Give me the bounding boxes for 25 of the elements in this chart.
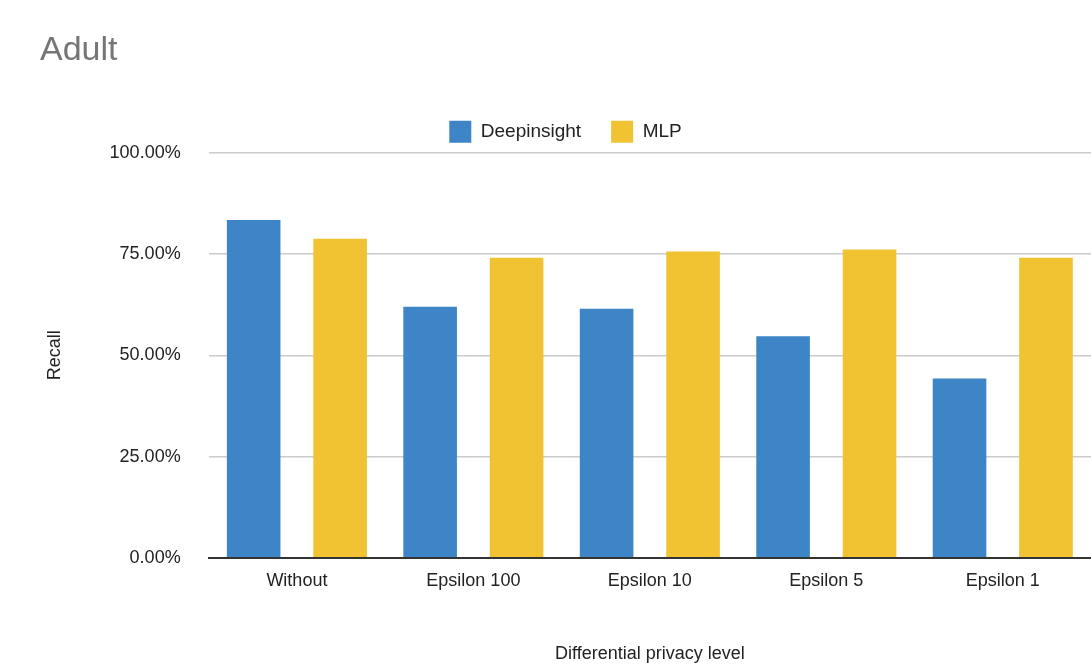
bar	[579, 308, 634, 558]
y-axis-title: Recall	[43, 330, 64, 381]
x-tick-label: Epsilon 100	[426, 569, 521, 590]
x-tick-label: Epsilon 10	[607, 569, 692, 590]
legend-label: Deepinsight	[480, 120, 582, 142]
bar	[756, 336, 810, 558]
x-tick-label: Epsilon 1	[965, 569, 1040, 590]
y-tick-label: 0.00%	[129, 546, 181, 567]
bar	[403, 306, 457, 558]
bar	[666, 251, 720, 558]
x-tick-label: Epsilon 5	[789, 569, 864, 590]
y-tick-label: 50.00%	[119, 344, 181, 365]
bar	[1019, 257, 1073, 558]
bar	[842, 249, 897, 558]
bar	[313, 238, 367, 558]
legend-label: MLP	[642, 120, 682, 142]
bar	[932, 378, 987, 558]
y-tick-label: 100.00%	[109, 141, 181, 162]
chart-title: Adult	[40, 28, 119, 67]
x-tick-label: Without	[266, 569, 328, 590]
y-tick-label: 25.00%	[119, 445, 181, 466]
y-tick-label: 75.00%	[119, 243, 181, 264]
x-axis-title: Differential privacy level	[554, 643, 745, 664]
bar	[226, 220, 281, 558]
bar	[489, 257, 544, 558]
